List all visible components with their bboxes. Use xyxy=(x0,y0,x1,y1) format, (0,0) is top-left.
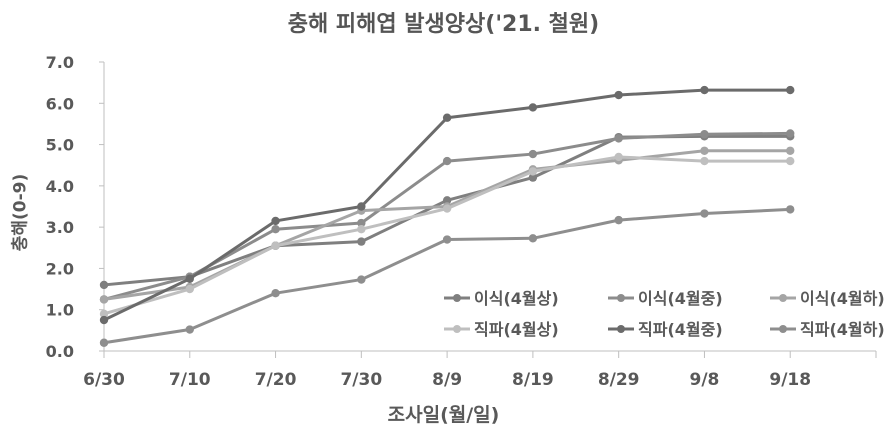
x-tick-label: 8/9 xyxy=(432,370,462,390)
series-5 xyxy=(99,85,795,325)
legend-swatch-marker xyxy=(617,294,625,302)
x-tick-label: 7/10 xyxy=(169,370,211,390)
data-point xyxy=(700,146,709,155)
y-axis-label: 충해(0-9) xyxy=(10,173,31,252)
data-point xyxy=(528,167,538,176)
x-tick-label: 8/29 xyxy=(598,370,640,390)
data-point xyxy=(271,216,280,226)
legend-item: 직파(4월중) xyxy=(608,320,723,339)
series-3 xyxy=(99,146,795,304)
legend-label: 직파(4월하) xyxy=(800,320,885,339)
legend-label: 직파(4월중) xyxy=(638,320,723,339)
legend-swatch-marker xyxy=(617,325,625,333)
data-point xyxy=(614,215,623,225)
data-point xyxy=(271,225,280,234)
data-point xyxy=(442,235,452,244)
legend-item: 이식(4월하) xyxy=(770,289,885,308)
data-point xyxy=(99,295,109,304)
data-point xyxy=(185,325,194,334)
y-tick-label: 7.0 xyxy=(46,53,74,72)
data-point xyxy=(357,237,366,246)
data-point xyxy=(357,275,366,284)
data-point xyxy=(700,156,709,166)
data-point xyxy=(99,338,109,347)
y-tick-label: 6.0 xyxy=(46,94,74,113)
data-point xyxy=(614,90,623,100)
data-point xyxy=(786,146,795,155)
series-line xyxy=(103,149,791,301)
legend-label: 직파(4월상) xyxy=(474,320,559,339)
data-point xyxy=(700,85,709,95)
y-tick-label: 4.0 xyxy=(46,177,74,196)
y-tick-label: 3.0 xyxy=(46,218,74,237)
data-point xyxy=(700,209,709,218)
data-point xyxy=(357,202,366,211)
legend-swatch-marker xyxy=(779,294,787,302)
data-point xyxy=(614,134,623,143)
x-tick-label: 9/8 xyxy=(690,370,720,390)
x-tick-label: 6/30 xyxy=(83,370,125,390)
data-point xyxy=(786,156,795,166)
series-6 xyxy=(99,205,795,347)
data-point xyxy=(786,129,795,138)
data-point xyxy=(528,234,538,243)
data-point xyxy=(614,152,623,162)
data-point xyxy=(442,196,452,205)
data-point xyxy=(185,284,194,294)
data-point xyxy=(528,103,538,112)
legend-label: 이식(4월중) xyxy=(638,289,723,308)
data-point xyxy=(99,309,109,319)
legend-item: 이식(4월중) xyxy=(608,289,723,308)
y-tick-label: 0.0 xyxy=(46,342,74,361)
data-point xyxy=(786,205,795,214)
data-point xyxy=(357,225,366,234)
data-point xyxy=(442,113,452,122)
data-point xyxy=(99,280,109,290)
series-2 xyxy=(99,129,795,304)
y-tick-label: 2.0 xyxy=(46,259,74,278)
series-4 xyxy=(99,152,795,319)
x-tick-label: 7/30 xyxy=(340,370,382,390)
legend-label: 이식(4월하) xyxy=(800,289,885,308)
data-point xyxy=(528,149,538,159)
data-point xyxy=(528,173,538,182)
legend-swatch-marker xyxy=(453,294,461,302)
data-point xyxy=(99,315,109,325)
legend-swatch-marker xyxy=(453,325,461,333)
legend-item: 직파(4월하) xyxy=(770,320,885,339)
chart-title: 충해 피해엽 발생양상('21. 철원) xyxy=(287,12,600,37)
x-tick-label: 9/18 xyxy=(769,370,811,390)
data-point xyxy=(271,241,280,250)
x-tick-label: 8/19 xyxy=(512,370,554,390)
y-tick-label: 5.0 xyxy=(46,136,74,155)
legend-item: 직파(4월상) xyxy=(444,320,559,339)
data-point xyxy=(357,218,366,228)
x-axis-label: 조사일(월/일) xyxy=(387,404,500,426)
y-tick-label: 1.0 xyxy=(46,301,74,320)
legend-label: 이식(4월상) xyxy=(474,289,559,308)
data-point xyxy=(185,274,194,283)
data-point xyxy=(271,289,280,298)
data-point xyxy=(700,130,709,139)
legend-swatch-marker xyxy=(779,325,787,333)
data-point xyxy=(442,156,452,166)
data-point xyxy=(786,85,795,95)
x-tick-label: 7/20 xyxy=(255,370,297,390)
data-point xyxy=(442,204,452,213)
legend-item: 이식(4월상) xyxy=(444,289,559,308)
